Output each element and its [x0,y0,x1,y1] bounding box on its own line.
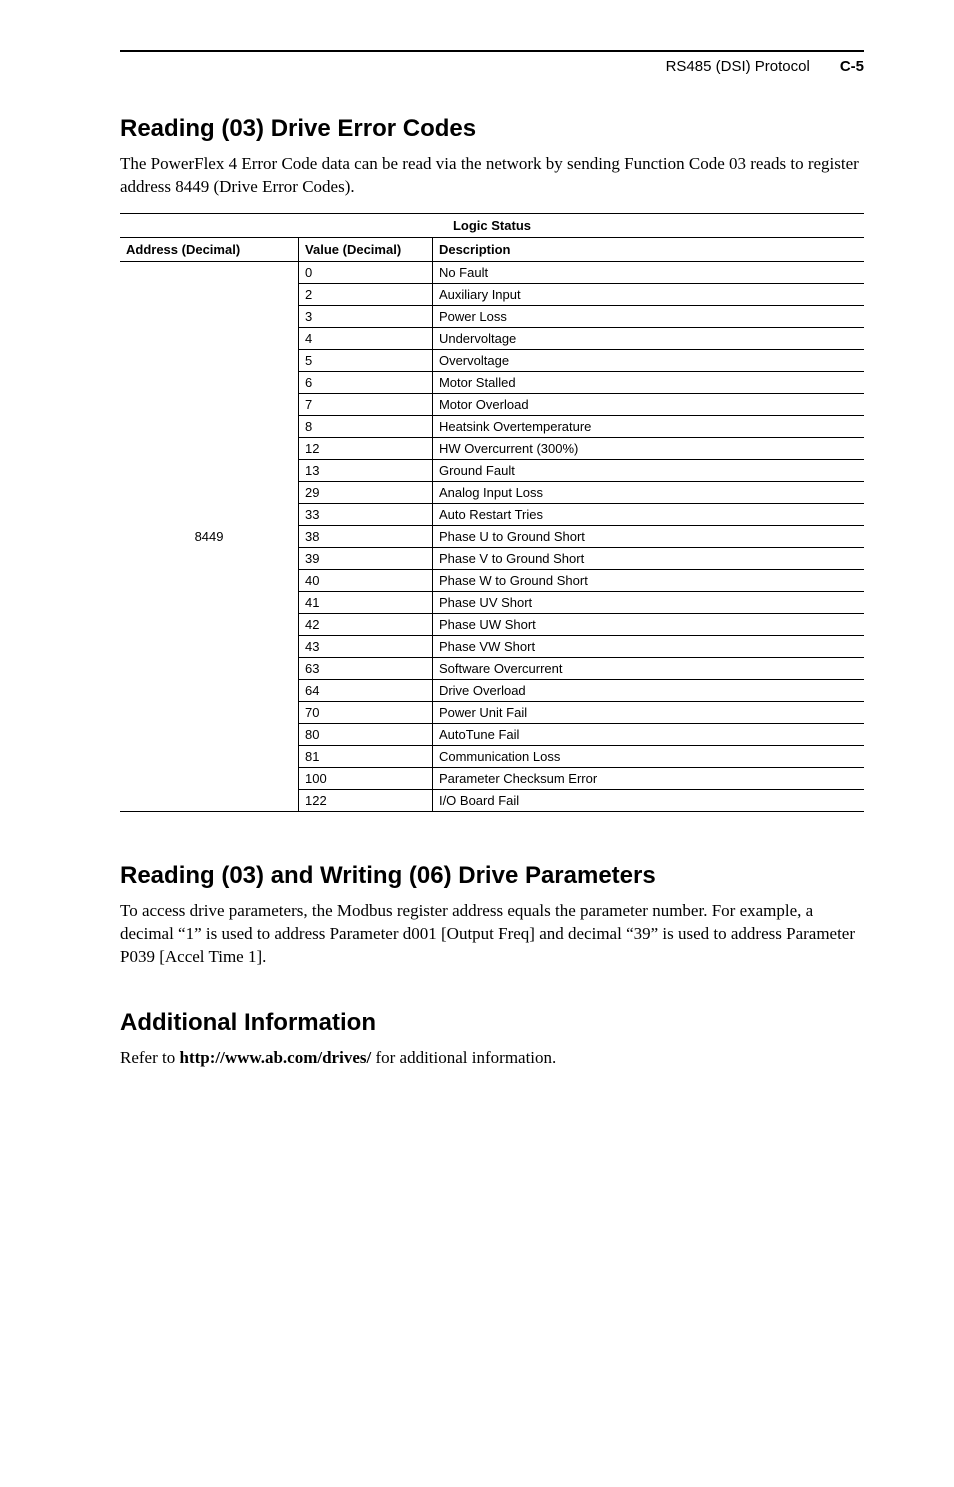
table-desc-cell: Motor Stalled [432,371,864,393]
table-desc-cell: Power Loss [432,305,864,327]
table-value-cell: 64 [299,679,433,701]
table-value-cell: 70 [299,701,433,723]
table-desc-cell: Drive Overload [432,679,864,701]
table-value-cell: 40 [299,569,433,591]
table-row: 84490No Fault [120,261,864,283]
table-desc-cell: Parameter Checksum Error [432,767,864,789]
table-desc-cell: Ground Fault [432,459,864,481]
table-desc-cell: HW Overcurrent (300%) [432,437,864,459]
table-address-cell: 8449 [120,261,299,811]
table-value-cell: 2 [299,283,433,305]
table-value-cell: 13 [299,459,433,481]
table-value-cell: 122 [299,789,433,811]
table-desc-cell: Motor Overload [432,393,864,415]
table-value-cell: 63 [299,657,433,679]
table-desc-cell: Heatsink Overtemperature [432,415,864,437]
table-value-cell: 7 [299,393,433,415]
table-value-cell: 39 [299,547,433,569]
table-value-cell: 4 [299,327,433,349]
table-desc-cell: Phase VW Short [432,635,864,657]
table-desc-cell: Software Overcurrent [432,657,864,679]
section-title-rw-params: Reading (03) and Writing (06) Drive Para… [120,862,864,890]
table-value-cell: 81 [299,745,433,767]
table-desc-cell: Undervoltage [432,327,864,349]
table-value-cell: 33 [299,503,433,525]
section-para-rw-params: To access drive parameters, the Modbus r… [120,900,864,969]
page-header: RS485 (DSI) Protocol C-5 [120,58,864,75]
additional-pre: Refer to [120,1048,179,1067]
table-desc-cell: AutoTune Fail [432,723,864,745]
table-span-header: Logic Status [120,213,864,237]
table-col-desc: Description [432,237,864,261]
section-para-error-codes: The PowerFlex 4 Error Code data can be r… [120,153,864,199]
table-value-cell: 12 [299,437,433,459]
table-desc-cell: Phase W to Ground Short [432,569,864,591]
additional-post: for additional information. [371,1048,556,1067]
section-title-error-codes: Reading (03) Drive Error Codes [120,115,864,143]
table-value-cell: 6 [299,371,433,393]
table-value-cell: 3 [299,305,433,327]
table-desc-cell: Phase V to Ground Short [432,547,864,569]
section-para-additional: Refer to http://www.ab.com/drives/ for a… [120,1047,864,1070]
table-desc-cell: I/O Board Fail [432,789,864,811]
table-desc-cell: Phase UW Short [432,613,864,635]
table-desc-cell: Auto Restart Tries [432,503,864,525]
table-desc-cell: Communication Loss [432,745,864,767]
additional-link[interactable]: http://www.ab.com/drives/ [179,1048,371,1067]
table-value-cell: 42 [299,613,433,635]
table-value-cell: 43 [299,635,433,657]
header-page-number: C-5 [840,58,864,75]
table-value-cell: 80 [299,723,433,745]
table-value-cell: 8 [299,415,433,437]
table-desc-cell: Phase U to Ground Short [432,525,864,547]
table-desc-cell: Phase UV Short [432,591,864,613]
table-value-cell: 100 [299,767,433,789]
table-desc-cell: Analog Input Loss [432,481,864,503]
table-value-cell: 41 [299,591,433,613]
table-desc-cell: Auxiliary Input [432,283,864,305]
table-value-cell: 5 [299,349,433,371]
table-desc-cell: No Fault [432,261,864,283]
header-section: RS485 (DSI) Protocol [666,58,810,75]
table-value-cell: 0 [299,261,433,283]
section-title-additional: Additional Information [120,1009,864,1037]
table-value-cell: 29 [299,481,433,503]
table-value-cell: 38 [299,525,433,547]
table-col-value: Value (Decimal) [299,237,433,261]
table-desc-cell: Power Unit Fail [432,701,864,723]
table-col-address: Address (Decimal) [120,237,299,261]
logic-status-table: Logic Status Address (Decimal) Value (De… [120,213,864,812]
table-desc-cell: Overvoltage [432,349,864,371]
